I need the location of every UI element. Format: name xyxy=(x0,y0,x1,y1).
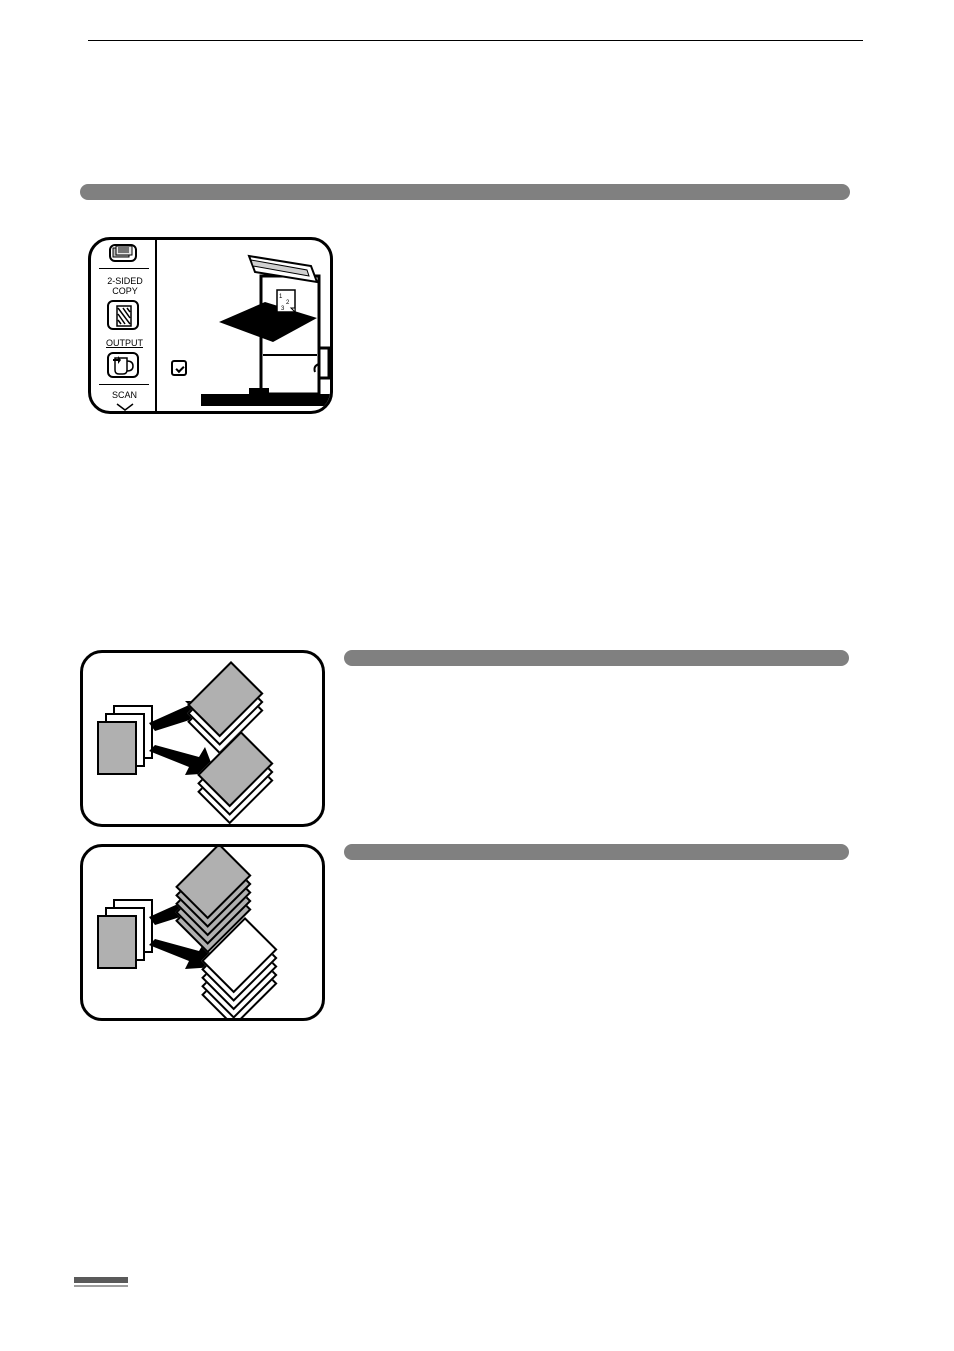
output-cup-icon xyxy=(109,354,137,376)
input-sheet-front xyxy=(97,915,137,969)
page-stripe-icon xyxy=(111,304,139,330)
copier-illustration: 1 2 3 xyxy=(201,246,331,406)
page: 2-SIDED COPY OUTPUT xyxy=(0,0,954,1351)
chevron-down-icon xyxy=(115,402,135,412)
output-label: OUTPUT xyxy=(106,338,143,348)
two-sided-copy-label: 2-SIDED COPY xyxy=(100,276,150,296)
tray-icon-button[interactable] xyxy=(109,244,137,262)
section-bar-2 xyxy=(344,650,849,666)
group-mode-diagram xyxy=(80,844,325,1021)
sort-mode-diagram xyxy=(80,650,325,827)
section-bar-1 xyxy=(80,184,850,200)
footer-bar-thick xyxy=(74,1277,128,1283)
header-rule xyxy=(88,40,863,41)
two-sided-copy-button[interactable] xyxy=(107,300,139,330)
touchpanel-inner: 2-SIDED COPY OUTPUT xyxy=(91,240,330,411)
sidebar-divider-bottom xyxy=(99,384,149,385)
two-sided-label-line1: 2-SIDED xyxy=(107,276,143,286)
confirm-checkbox[interactable] xyxy=(171,360,187,376)
scan-label: SCAN xyxy=(112,390,137,400)
footer-bar-thin xyxy=(74,1285,128,1287)
input-sheet-front xyxy=(97,721,137,775)
section-bar-3 xyxy=(344,844,849,860)
tray-icon xyxy=(111,246,135,260)
sidebar-divider-top xyxy=(99,268,149,269)
output-button[interactable] xyxy=(107,352,139,378)
touchpanel-screenshot: 2-SIDED COPY OUTPUT xyxy=(88,237,333,414)
sidebar-main-divider xyxy=(155,240,157,414)
two-sided-label-line2: COPY xyxy=(112,286,138,296)
